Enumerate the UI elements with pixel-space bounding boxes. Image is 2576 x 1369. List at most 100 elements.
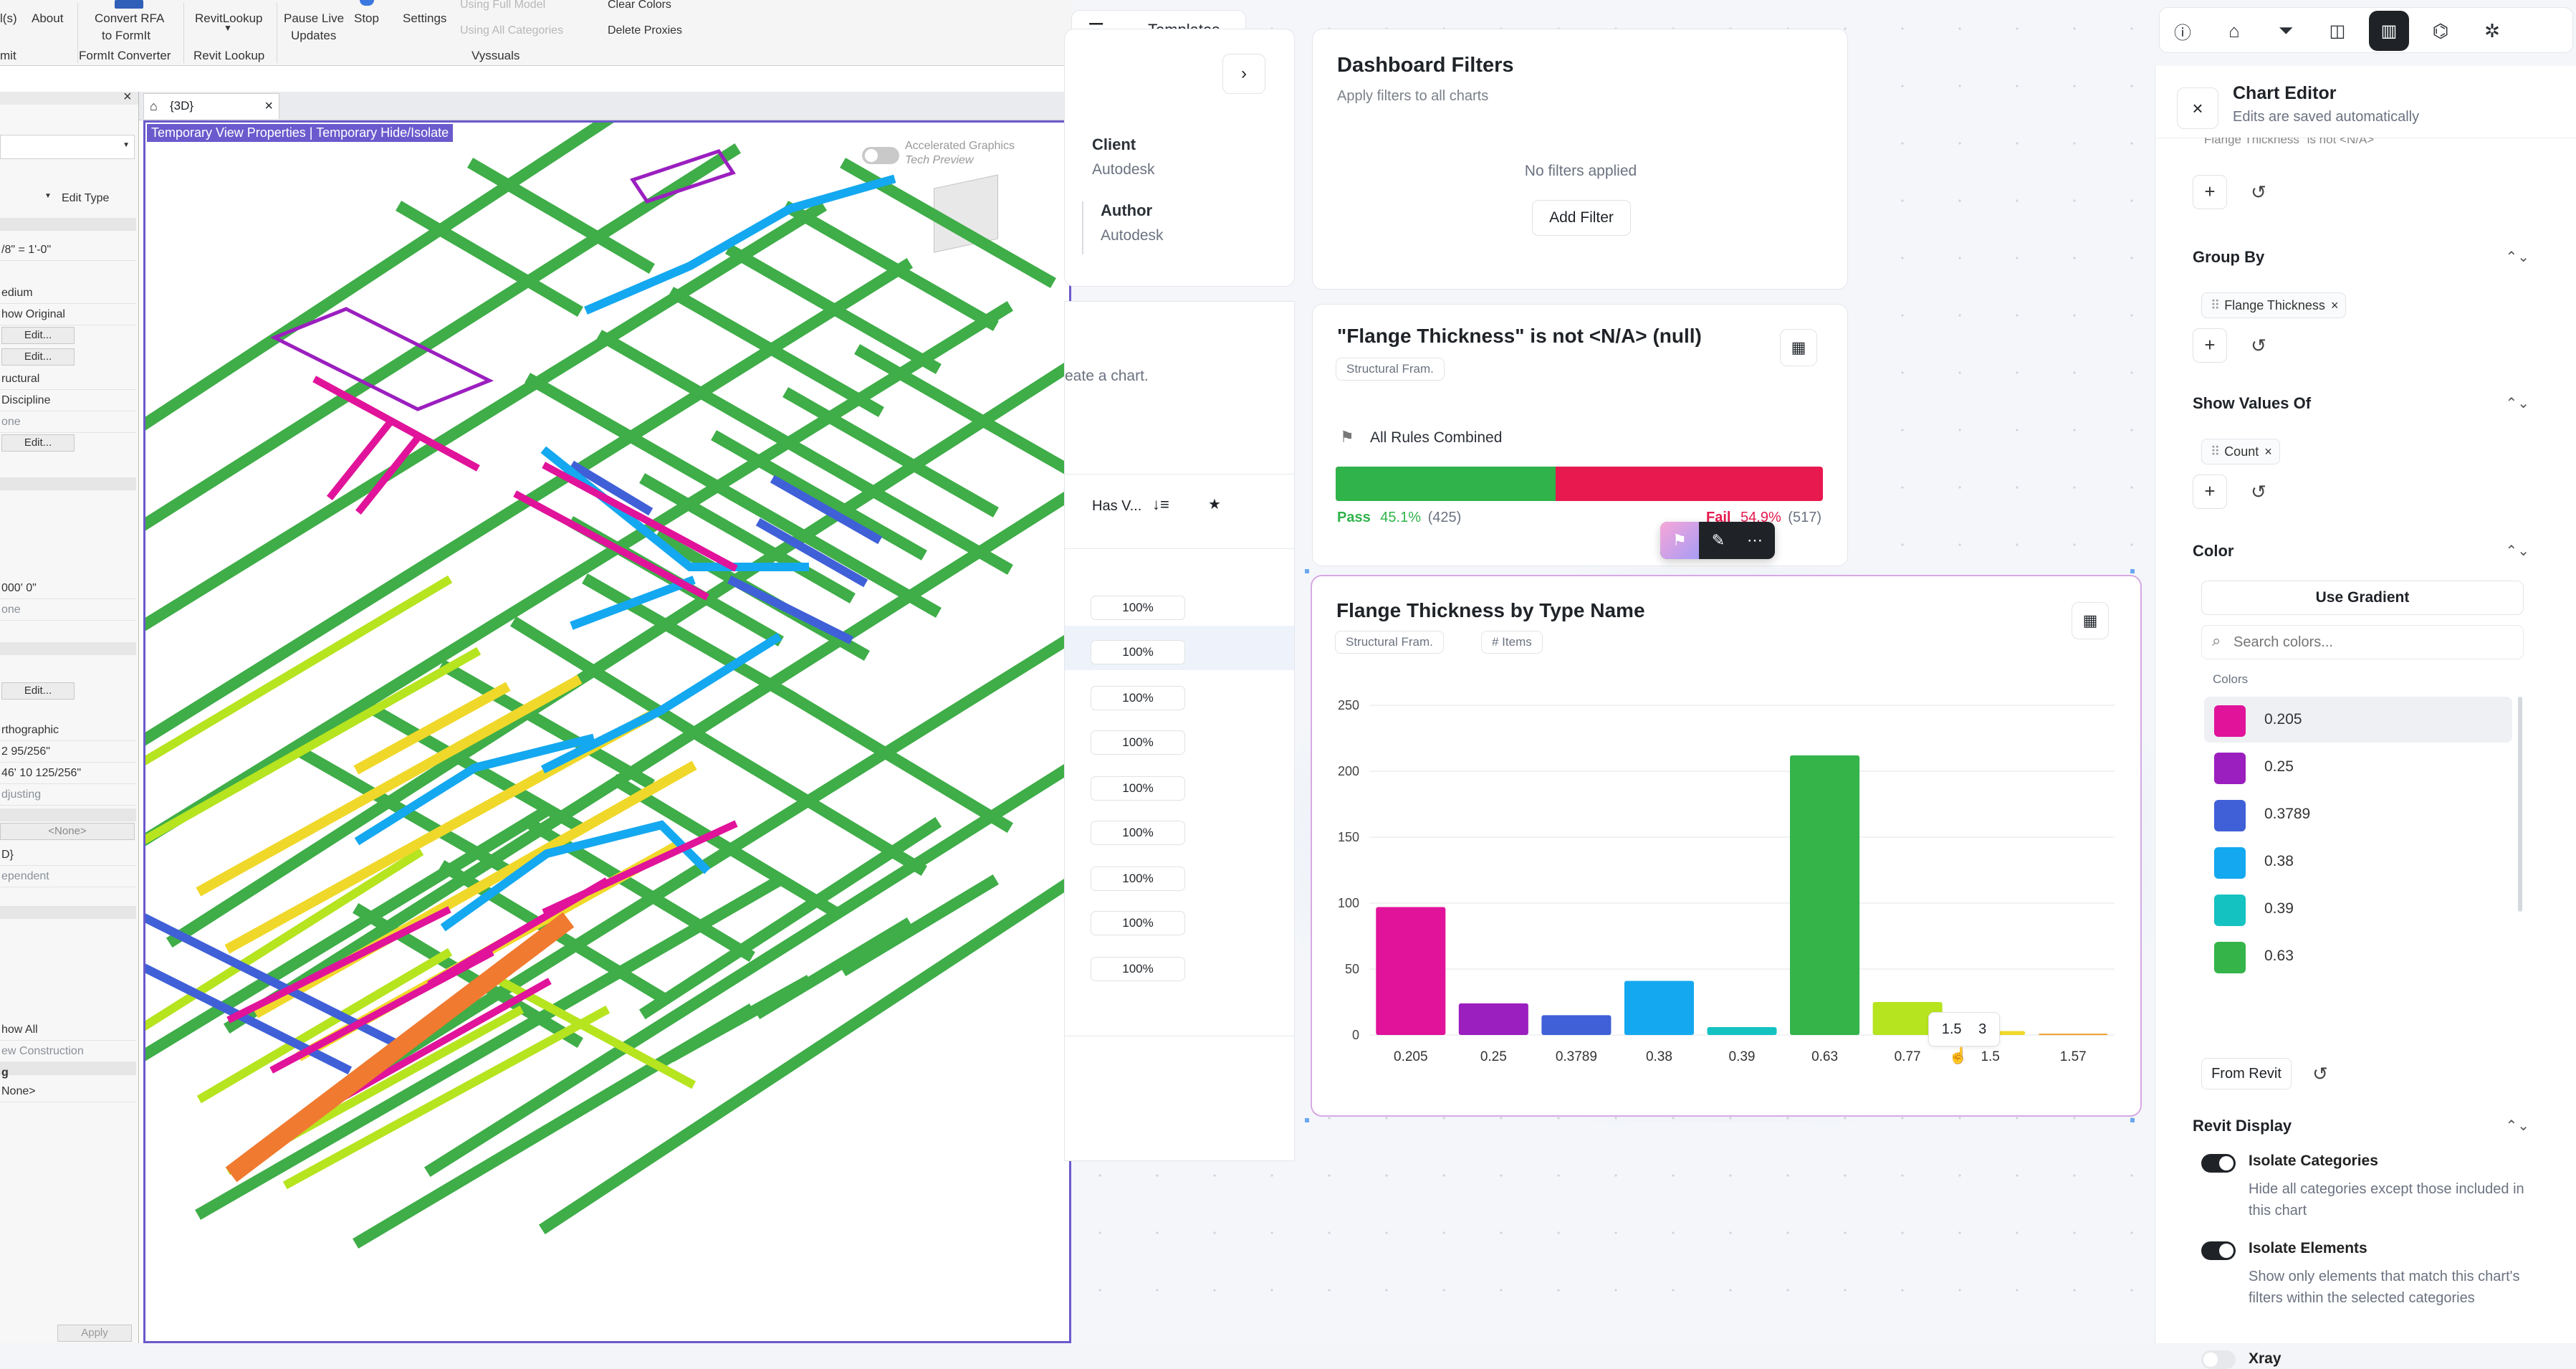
color-row[interactable]: 0.25 <box>2204 744 2512 790</box>
search-colors-field[interactable]: ⌕ <box>2201 625 2524 659</box>
home-icon[interactable]: ⌂ <box>2228 19 2240 42</box>
sort-filter-icon[interactable]: ↓≡ <box>1152 495 1169 513</box>
color-swatch[interactable] <box>2214 895 2246 926</box>
color-row[interactable]: 0.38 <box>2204 839 2512 884</box>
bar-1.57[interactable] <box>2038 1034 2108 1036</box>
scrollbar[interactable] <box>2518 697 2522 912</box>
prop-row[interactable]: 2 95/256" <box>0 741 136 763</box>
percent-badge[interactable]: 100% <box>1091 596 1185 620</box>
close-icon[interactable]: × <box>2177 87 2218 129</box>
bar-0.25[interactable] <box>1458 1003 1528 1035</box>
chevron-updown-icon[interactable]: ⌃⌄ <box>2505 249 2529 265</box>
truncated-filter-chip[interactable]: Flange Thickness "is not <N/A>" <box>2204 138 2379 146</box>
chevron-updown-icon[interactable]: ⌃⌄ <box>2505 1118 2529 1134</box>
prop-row[interactable]: 000' 0" <box>0 578 136 599</box>
percent-badge[interactable]: 100% <box>1091 776 1185 801</box>
color-row[interactable]: 0.63 <box>2204 933 2512 979</box>
layout-icon[interactable]: ◫ <box>2329 21 2346 41</box>
edit-icon[interactable]: ✎ <box>1711 531 1725 549</box>
chevron-down-icon[interactable]: ▼ <box>224 23 232 33</box>
prop-row[interactable]: /8" = 1'-0" <box>0 239 136 261</box>
more-icon[interactable]: ⋯ <box>1747 531 1763 549</box>
filter-icon[interactable]: ⏷ <box>2278 19 2294 41</box>
revitlookup-button[interactable]: RevitLookup <box>195 11 263 25</box>
author-value[interactable]: Autodesk <box>1101 227 1164 244</box>
prop-row[interactable]: 46' 10 125/256" <box>0 763 136 784</box>
reset-icon[interactable]: ↺ <box>2251 481 2266 502</box>
info-icon[interactable]: ⓘ <box>2174 23 2191 43</box>
settings-icon[interactable]: ✲ <box>2484 19 2500 42</box>
add-filter-button[interactable]: Add Filter <box>1532 200 1631 236</box>
isolate-categories-toggle[interactable] <box>2201 1154 2236 1173</box>
percent-badge[interactable]: 100% <box>1091 686 1185 710</box>
bar-0.205[interactable] <box>1376 907 1446 1035</box>
3d-viewport[interactable]: Temporary View Properties | Temporary Hi… <box>143 120 1071 1343</box>
bar-chart-card[interactable]: Flange Thickness by Type Name ▦ Structur… <box>1311 575 2142 1117</box>
color-row[interactable]: 0.39 <box>2204 886 2512 932</box>
revit-model-icon[interactable]: ⌬ <box>2432 19 2449 42</box>
client-value[interactable]: Autodesk <box>1092 161 1155 178</box>
chevron-right-icon[interactable]: › <box>1222 54 1265 94</box>
prop-row[interactable]: None> <box>0 1081 136 1102</box>
convert-rfa-button[interactable]: Convert RFA <box>95 11 165 25</box>
bar-0.38[interactable] <box>1624 981 1694 1035</box>
view-tab-3d[interactable]: ⌂ {3D} × <box>143 93 279 119</box>
bar-0.77[interactable] <box>1872 1002 1943 1035</box>
color-row[interactable]: 0.205 <box>2204 697 2512 743</box>
prop-row[interactable]: one <box>0 411 136 433</box>
color-swatch[interactable] <box>2214 847 2246 879</box>
pause-live-updates-button[interactable]: Pause Live <box>284 11 345 25</box>
reset-icon[interactable]: ↺ <box>2251 181 2266 203</box>
prop-row[interactable]: Discipline <box>0 390 136 411</box>
search-colors-input[interactable] <box>2232 631 2516 653</box>
prop-row[interactable]: djusting <box>0 784 136 806</box>
remove-icon[interactable]: × <box>2330 298 2339 313</box>
table-view-icon[interactable]: ▦ <box>1780 329 1817 366</box>
from-revit-button[interactable]: From Revit <box>2201 1058 2292 1089</box>
stop-button[interactable]: Stop <box>354 11 379 25</box>
color-header[interactable]: Color ⌃⌄ <box>2193 542 2529 561</box>
close-icon[interactable]: × <box>123 92 132 105</box>
isolate-elements-toggle[interactable] <box>2201 1241 2236 1260</box>
none-field[interactable]: <None> <box>0 823 135 840</box>
prop-row[interactable]: rthographic <box>0 720 136 741</box>
show-values-header[interactable]: Show Values Of ⌃⌄ <box>2193 394 2529 413</box>
ribbon-tab-fragment[interactable]: l(s) <box>0 11 17 25</box>
edit-button[interactable]: Edit... <box>1 682 75 700</box>
prop-row[interactable]: ependent <box>0 866 136 887</box>
reset-icon[interactable]: ↺ <box>2251 335 2266 356</box>
bar-chart-plot[interactable]: 0 50 100 150 200 250 0.205 0.25 0.3789 0.38 0.39 0.… <box>1312 691 2140 1092</box>
prop-row[interactable]: one <box>0 599 136 621</box>
add-group-button[interactable]: + <box>2193 328 2227 363</box>
close-icon[interactable]: × <box>264 98 273 114</box>
chart-editor-icon[interactable]: ▥ <box>2369 11 2409 51</box>
prop-row[interactable]: how Original <box>0 304 136 325</box>
add-value-button[interactable]: + <box>2193 474 2227 509</box>
using-full-model-toggle[interactable]: Using Full Model <box>460 0 546 11</box>
settings-button[interactable]: Settings <box>403 11 447 25</box>
color-swatch[interactable] <box>2214 800 2246 831</box>
pause-live-updates-line2[interactable]: Updates <box>291 29 337 42</box>
revit-display-header[interactable]: Revit Display ⌃⌄ <box>2193 1117 2529 1135</box>
percent-badge[interactable]: 100% <box>1091 640 1185 664</box>
apply-button[interactable]: Apply <box>57 1325 132 1342</box>
chevron-updown-icon[interactable]: ⌃⌄ <box>2505 543 2529 559</box>
using-all-categories-toggle[interactable]: Using All Categories <box>460 24 564 37</box>
edit-button[interactable]: Edit... <box>1 434 75 452</box>
clear-colors-button[interactable]: Clear Colors <box>608 0 671 11</box>
reset-icon[interactable]: ↺ <box>2312 1063 2328 1084</box>
convert-rfa-button-line2[interactable]: to FormIt <box>102 29 151 42</box>
percent-badge[interactable]: 100% <box>1091 867 1185 891</box>
drag-handle-icon[interactable]: ⠿ <box>2211 444 2221 459</box>
column-header[interactable]: Has V... <box>1092 498 1142 514</box>
prop-row[interactable]: how All <box>0 1019 136 1041</box>
bar-0.39[interactable] <box>1707 1026 1777 1035</box>
use-gradient-button[interactable]: Use Gradient <box>2201 581 2524 615</box>
color-swatch[interactable] <box>2214 705 2246 737</box>
bar-0.63[interactable] <box>1790 755 1860 1035</box>
prop-row[interactable]: ructural <box>0 368 136 390</box>
table-view-icon[interactable]: ▦ <box>2072 602 2109 639</box>
percent-badge[interactable]: 100% <box>1091 821 1185 845</box>
prop-row[interactable]: ew Construction <box>0 1041 136 1062</box>
percent-badge[interactable]: 100% <box>1091 957 1185 981</box>
